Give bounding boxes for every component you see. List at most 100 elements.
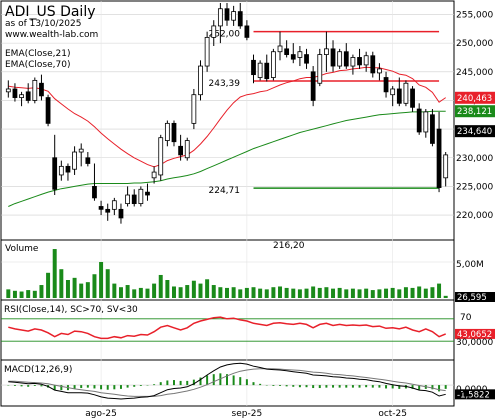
volume-last-label: 26,595: [457, 293, 487, 303]
volume-bar: [324, 287, 329, 298]
volume-bar: [138, 287, 143, 298]
volume-bar: [370, 290, 375, 298]
candle-body: [131, 194, 137, 205]
volume-bar: [317, 287, 322, 298]
volume-bar: [410, 287, 415, 298]
volume-bar: [251, 287, 256, 298]
candle-body: [25, 91, 31, 101]
volume-bar: [125, 285, 130, 298]
candle-body: [270, 51, 276, 78]
rsi-panel: [0, 299, 455, 361]
candle-body: [191, 94, 197, 124]
volume-bar: [344, 289, 349, 298]
candle-body: [436, 128, 442, 188]
candle-body: [343, 51, 349, 67]
macd-signal-line: [8, 368, 446, 397]
candle-body: [396, 88, 402, 104]
candle-body: [264, 62, 270, 80]
candle-body: [39, 82, 44, 97]
volume-bar: [284, 287, 289, 298]
volume-bar: [304, 288, 309, 298]
volume-bar: [178, 287, 183, 298]
volume-bar: [191, 280, 196, 298]
volume-bar: [291, 288, 296, 298]
candle-body: [118, 208, 124, 219]
volume-bar: [26, 290, 31, 298]
volume-bar: [105, 269, 110, 298]
volume-bar: [152, 283, 157, 298]
volume-bar: [225, 287, 229, 298]
candle-body: [244, 25, 250, 38]
volume-bar: [198, 283, 203, 298]
candle-body: [324, 48, 329, 55]
volume-bar: [238, 289, 243, 298]
candle-body: [423, 111, 429, 133]
macd-line: [8, 362, 446, 400]
chart-date: as of 13/10/2025: [5, 19, 81, 29]
volume-bars: [6, 249, 448, 298]
horizontal-lines: 252,00 243,39 224,71: [209, 30, 440, 196]
resistance-mid-label: 243,39: [209, 79, 241, 89]
volume-bar: [218, 287, 223, 298]
candle-body: [204, 36, 210, 67]
volume-bar: [297, 289, 302, 298]
candle-body: [12, 88, 18, 98]
candle-body: [416, 108, 422, 133]
volume-bar: [145, 288, 150, 298]
candle-body: [317, 54, 323, 84]
candle-body: [410, 88, 415, 108]
volume-bar: [264, 289, 269, 298]
ema70-line: [8, 110, 446, 207]
candle-body: [211, 25, 217, 38]
price-tick-label: 230,000: [456, 154, 493, 164]
price-tick-label: 225,000: [456, 182, 493, 192]
volume-bar: [185, 285, 190, 298]
volume-bar: [6, 289, 11, 298]
candle-body: [184, 140, 190, 159]
volume-bar: [258, 288, 263, 298]
x-tick-label: oct-25: [378, 409, 407, 419]
volume-bar: [32, 290, 37, 298]
volume-bar: [231, 287, 236, 298]
volume-bar: [12, 290, 17, 298]
volume-bar: [46, 272, 51, 298]
volume-bar: [437, 283, 442, 298]
price-tick-label: 255,000: [456, 10, 493, 20]
candle-body: [284, 48, 290, 55]
candle-body: [151, 171, 157, 179]
volume-bar: [79, 283, 84, 298]
volume-bar: [278, 286, 283, 298]
volume-bar: [59, 269, 64, 298]
price-tags: 26,595 43,0652 -1,5822 240,463 238,121 234,64…: [455, 91, 495, 400]
candlestick-series: [5, 3, 449, 224]
candle-body: [45, 97, 51, 124]
last-price-tag: [455, 125, 495, 138]
candle-body: [403, 82, 409, 104]
volume-bar: [331, 288, 336, 298]
volume-bar: [65, 280, 70, 298]
candle-body: [217, 8, 223, 27]
volume-bar: [364, 288, 369, 298]
volume-bar: [337, 287, 342, 298]
candle-body: [65, 165, 71, 173]
candle-body: [125, 194, 130, 205]
price-tick-label: 220,000: [456, 211, 493, 221]
resistance-label: 252,00: [209, 30, 241, 40]
candle-body: [237, 11, 243, 27]
candle-body: [231, 11, 237, 21]
candle-body: [251, 59, 256, 76]
ema21-tag: [455, 91, 495, 104]
volume-bar: [377, 289, 382, 298]
x-tick-label: ago-25: [85, 409, 117, 419]
volume-bar: [357, 289, 362, 298]
x-tick-label: sep-25: [232, 409, 263, 419]
candle-body: [145, 191, 150, 196]
volume-bar: [443, 295, 448, 298]
volume-bar: [171, 286, 176, 298]
ema21-legend: EMA(Close,21): [5, 49, 70, 59]
candle-body: [310, 71, 316, 101]
ema70-tag-label: 238,121: [457, 107, 492, 117]
volume-bar: [244, 287, 249, 298]
macd-value-tag: [455, 389, 495, 400]
